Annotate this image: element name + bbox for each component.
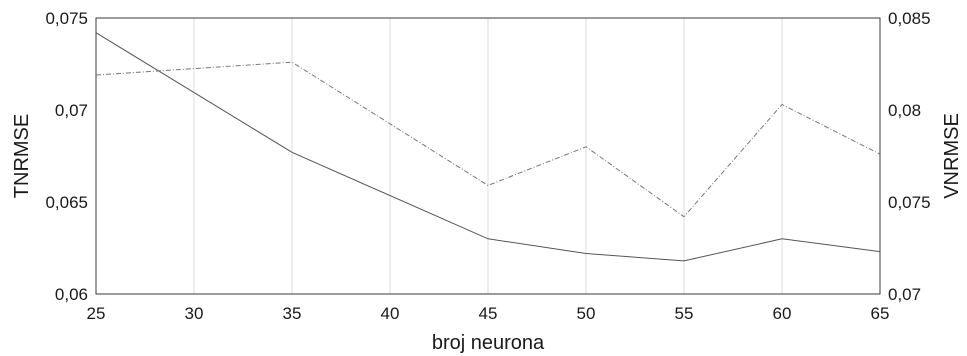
x-tick-label: 35 — [283, 304, 302, 323]
vnrmse-series-line — [95, 61, 881, 218]
y-right-tick-label: 0,07 — [888, 285, 921, 304]
series-lines — [95, 32, 881, 262]
tnrmse-series-line — [95, 32, 881, 262]
y-right-tick-label: 0,085 — [888, 9, 931, 28]
plot-area-frame — [95, 17, 881, 295]
x-tick-label: 30 — [185, 304, 204, 323]
y-left-tick-labels: 0,06 0,065 0,07 0,075 — [45, 9, 88, 304]
x-tick-label: 55 — [675, 304, 694, 323]
y-left-tick-label: 0,07 — [55, 101, 88, 120]
x-tick-labels: 25 30 35 40 45 50 55 60 65 — [87, 304, 890, 323]
x-tick-label: 65 — [871, 304, 890, 323]
y-left-tick-label: 0,065 — [45, 193, 88, 212]
x-tick-label: 40 — [381, 304, 400, 323]
y-right-tick-labels: 0,07 0,075 0,08 0,085 — [888, 9, 931, 304]
y-right-tick-label: 0,08 — [888, 101, 921, 120]
grid-lines — [193, 18, 783, 294]
x-tick-label: 50 — [577, 304, 596, 323]
x-tick-label: 60 — [773, 304, 792, 323]
y-right-tick-label: 0,075 — [888, 193, 931, 212]
y-left-tick-label: 0,06 — [55, 285, 88, 304]
y-left-axis-title: TNRMSE — [11, 114, 33, 198]
x-tick-label: 25 — [87, 304, 106, 323]
y-right-axis-title: VNRMSE — [941, 113, 963, 199]
x-tick-label: 45 — [479, 304, 498, 323]
x-axis-title: broj neurona — [432, 332, 545, 354]
y-left-tick-label: 0,075 — [45, 9, 88, 28]
